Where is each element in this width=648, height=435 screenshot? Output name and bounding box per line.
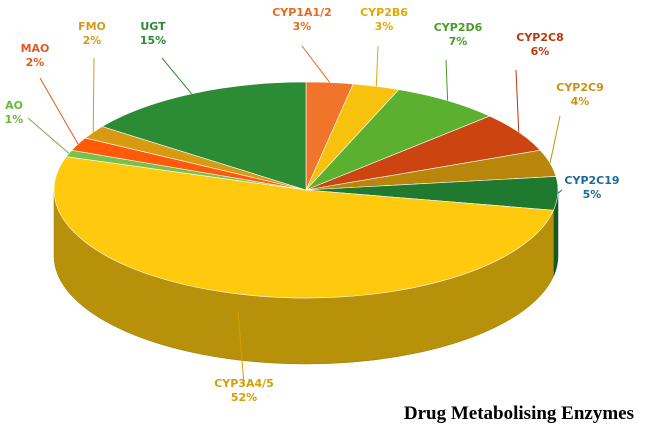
leader-line: [39, 77, 79, 145]
leader-line: [27, 117, 70, 154]
pie-top-faces: [53, 81, 559, 299]
slice-label-value: 2%: [26, 56, 45, 69]
slice-label-value: 1%: [5, 113, 24, 126]
leader-line: [549, 115, 561, 164]
slice-label-value: 7%: [449, 35, 468, 48]
slice-label-name: CYP2C9: [556, 81, 603, 94]
slice-label-name: UGT: [140, 20, 166, 33]
slice-label-value: 52%: [231, 391, 257, 404]
slice-label-name: CYP1A1/2: [272, 6, 332, 19]
label-leader-lines: [27, 45, 563, 385]
slice-label-name: MAO: [21, 42, 50, 55]
slice-label-value: 6%: [531, 45, 550, 58]
slice-label-value: 3%: [375, 20, 394, 33]
slice-label-value: 3%: [293, 20, 312, 33]
slice-label-name: CYP2C19: [564, 174, 619, 187]
leader-line: [92, 57, 95, 133]
pie-slice-cyp3a4-5: [53, 156, 554, 299]
slice-label-value: 5%: [583, 188, 602, 201]
pie-slice-cyp2d6: [305, 89, 491, 191]
leader-line: [161, 57, 192, 95]
slice-label-value: 4%: [571, 95, 590, 108]
chart-title: Drug Metabolising Enzymes: [403, 403, 634, 424]
leader-line: [557, 189, 563, 194]
leader-line: [445, 59, 449, 101]
slice-label-name: FMO: [78, 20, 106, 33]
slice-label-value: 15%: [140, 34, 166, 47]
leader-line: [237, 310, 245, 385]
leader-line: [301, 45, 331, 83]
leader-line: [515, 69, 520, 133]
leader-line: [375, 45, 379, 87]
slice-label-name: CYP3A4/5: [214, 377, 274, 390]
slice-label-name: CYP2C8: [516, 31, 563, 44]
pie-slice-ugt: [101, 81, 307, 191]
slice-label-value: 2%: [83, 34, 102, 47]
slice-label-name: CYP2D6: [434, 21, 483, 34]
slice-label-name: CYP2B6: [360, 6, 408, 19]
slice-label-name: AO: [5, 99, 23, 112]
